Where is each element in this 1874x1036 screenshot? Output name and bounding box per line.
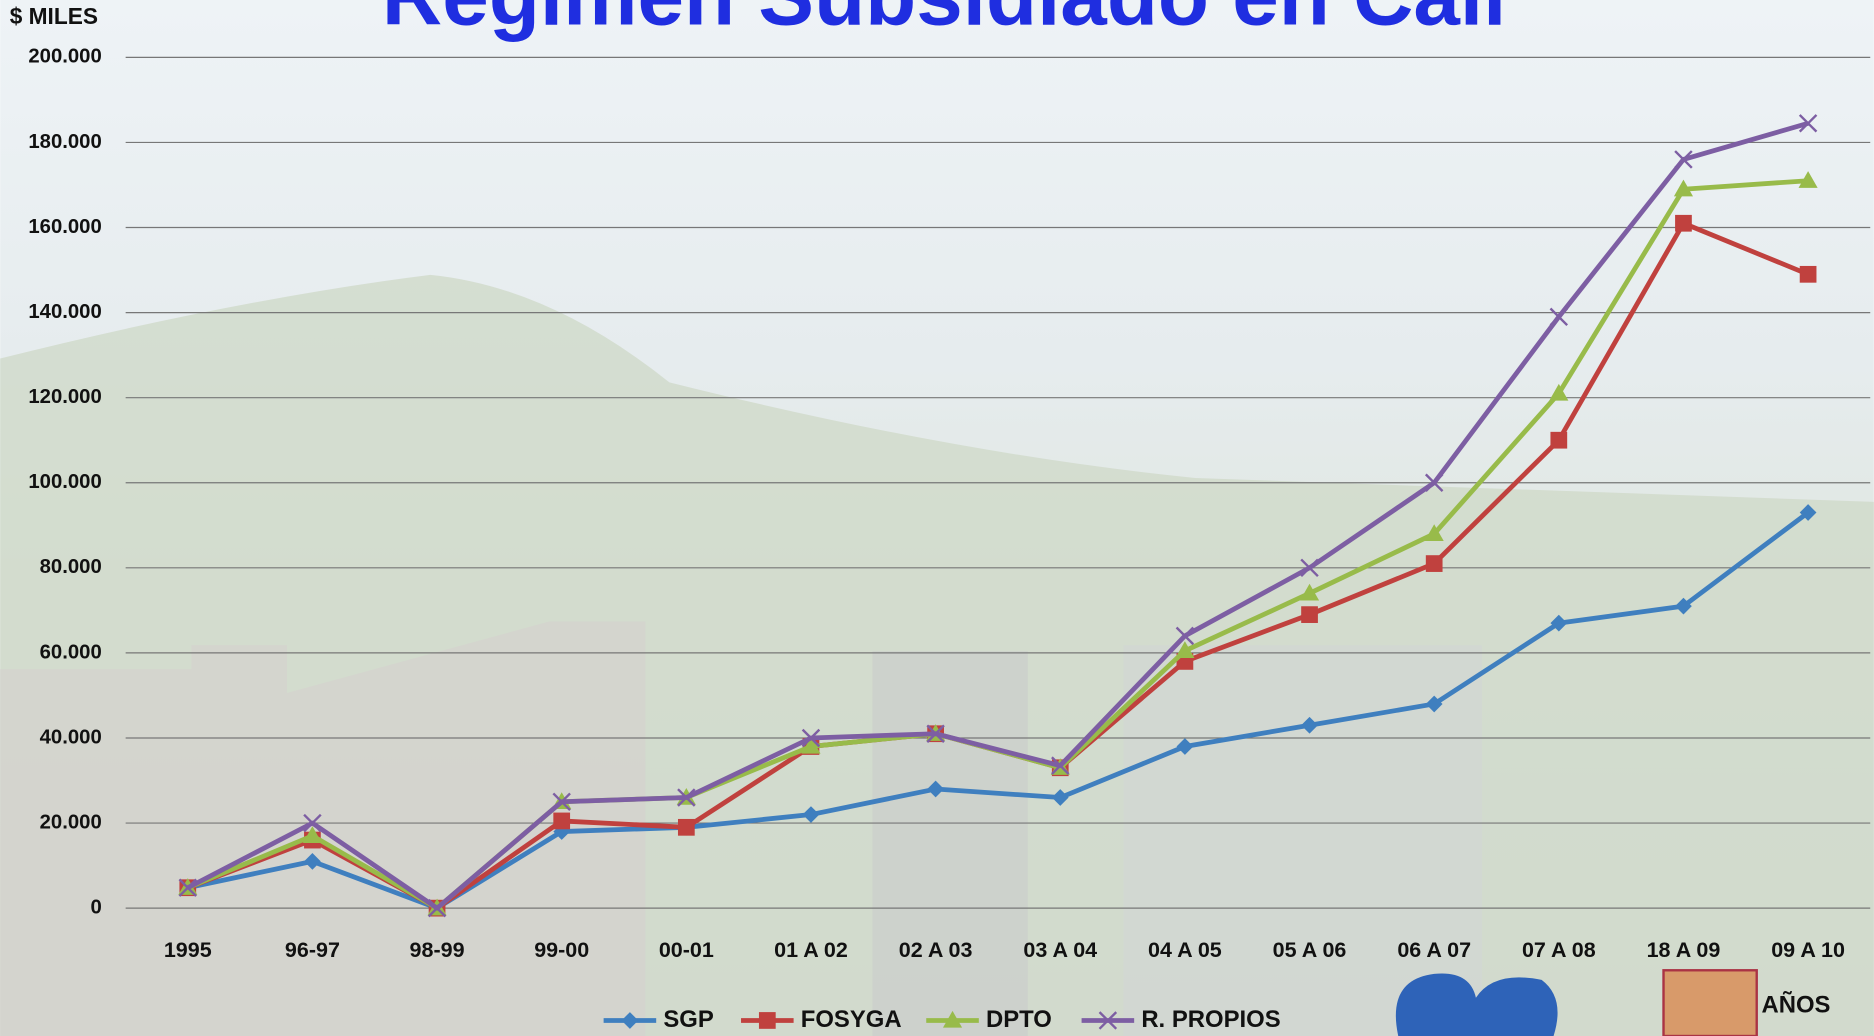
point — [553, 813, 570, 830]
legend-label: R. PROPIOS — [1141, 1006, 1280, 1033]
page: Regimen Subsidiado en Cali $ MILES AÑOS … — [0, 0, 1874, 1036]
x-tick-label: 1995 — [164, 938, 212, 962]
y-tick-label: 0 — [90, 897, 101, 919]
y-tick-label: 100.000 — [28, 471, 101, 493]
point — [1301, 606, 1318, 623]
point — [759, 1012, 776, 1029]
x-tick-label: 03 A 04 — [1023, 938, 1097, 962]
chart: Regimen Subsidiado en Cali $ MILES AÑOS … — [0, 0, 1874, 1036]
logo — [1664, 970, 1757, 1036]
x-tick-label: 96-97 — [285, 938, 340, 962]
x-tick-label: 00-01 — [659, 938, 714, 962]
x-tick-label: 18 A 09 — [1647, 938, 1721, 962]
x-tick-label: 04 A 05 — [1148, 938, 1222, 962]
x-tick-label: 07 A 08 — [1522, 938, 1596, 962]
chart-title: Regimen Subsidiado en Cali — [382, 0, 1507, 42]
y-tick-label: 120.000 — [28, 386, 101, 408]
legend-label: DPTO — [986, 1006, 1052, 1033]
x-tick-label: 06 A 07 — [1397, 938, 1471, 962]
x-tick-label: 99-00 — [534, 938, 589, 962]
x-tick-label: 98-99 — [410, 938, 465, 962]
x-tick-label: 09 A 10 — [1771, 938, 1845, 962]
point — [1675, 215, 1692, 232]
x-axis-label: AÑOS — [1761, 990, 1830, 1018]
point — [678, 819, 695, 836]
legend-label: SGP — [663, 1006, 713, 1033]
y-tick-label: 200.000 — [28, 46, 101, 68]
y-tick-label: 140.000 — [28, 301, 101, 323]
x-tick-label: 02 A 03 — [899, 938, 973, 962]
y-tick-label: 160.000 — [28, 216, 101, 238]
y-tick-label: 60.000 — [40, 641, 102, 663]
y-tick-label: 40.000 — [40, 726, 102, 748]
y-axis-label: $ MILES — [10, 3, 98, 29]
building — [872, 651, 1027, 1036]
x-tick-label: 05 A 06 — [1273, 938, 1347, 962]
y-tick-label: 20.000 — [40, 811, 102, 833]
legend-label: FOSYGA — [801, 1006, 902, 1033]
y-tick-label: 80.000 — [40, 556, 102, 578]
point — [1800, 266, 1817, 283]
x-tick-label: 01 A 02 — [774, 938, 848, 962]
point — [1426, 555, 1443, 572]
y-tick-label: 180.000 — [28, 131, 101, 153]
point — [1550, 432, 1567, 449]
